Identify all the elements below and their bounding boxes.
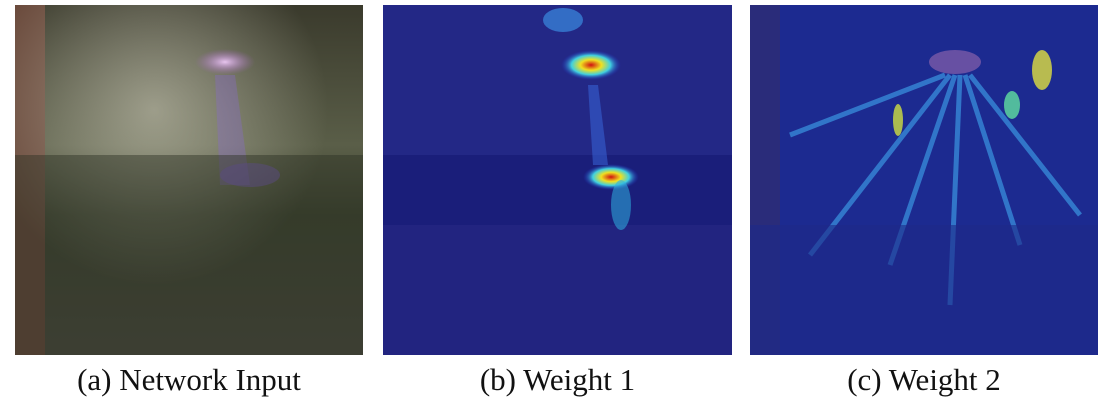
caption: (a) Network Input: [15, 362, 363, 398]
hot-spot: [1004, 91, 1020, 119]
weight-1-image: [383, 5, 732, 355]
figure-page: (a) Network Input (b) Weight 1 (c) Weigh…: [0, 0, 1108, 404]
weight-2-image: [750, 5, 1098, 355]
caption: (c) Weight 2: [750, 362, 1098, 398]
hot-spot: [583, 164, 639, 190]
network-input-image: [15, 5, 363, 355]
light-spot: [195, 49, 255, 75]
hot-spot: [893, 104, 903, 136]
caption: (b) Weight 1: [383, 362, 732, 398]
hot-spot: [543, 8, 583, 32]
foliage: [15, 155, 363, 355]
ground: [383, 225, 732, 355]
light-spot: [929, 50, 981, 74]
hot-spot: [1032, 50, 1052, 90]
hot-spot: [561, 50, 621, 80]
ground: [750, 225, 1098, 355]
hot-spot: [611, 180, 631, 230]
